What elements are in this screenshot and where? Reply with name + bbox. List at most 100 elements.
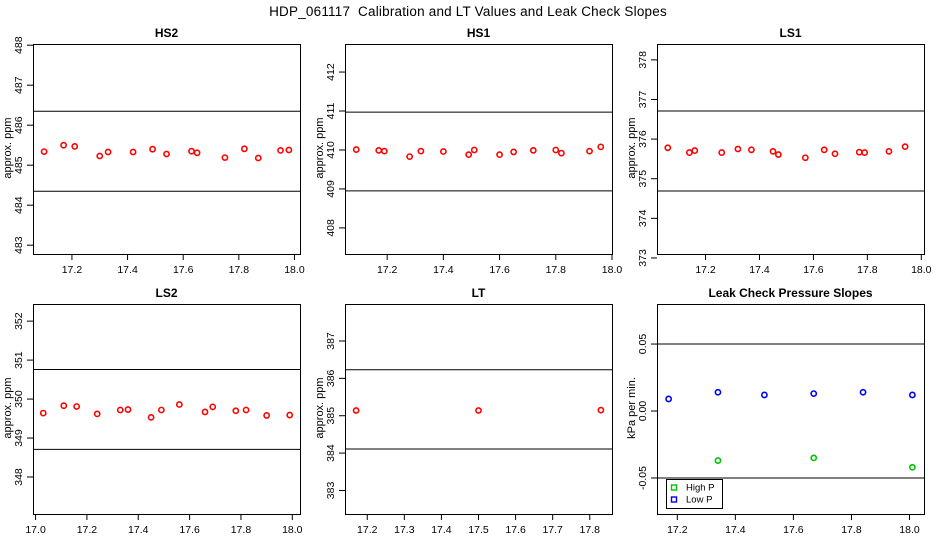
plot-box [345,44,613,255]
x-tick-label: 17.5 [468,524,489,536]
data-point-hs1-calibration [470,146,478,154]
data-point-hs2-calibration [71,142,79,150]
data-point-ls1-calibration [885,147,893,155]
panel-hs2: HS2 approx. ppm 17.2 17.4 17.6 17.8 18.0 483 4… [0,17,312,287]
y-tick-label: 386 [325,369,337,387]
data-point-ls2-calibration [39,409,47,417]
legend-label-high-p: High P [686,483,715,494]
data-point-hs2-calibration [104,148,112,156]
data-point-hs1-calibration [552,146,560,154]
x-tick-label: 17.2 [377,264,398,276]
data-point-hs1-calibration [406,153,414,160]
data-point-ls2-calibration [286,411,294,419]
panel-hs1: HS1 approx. ppm 17.2 17.4 17.6 17.8 18.0 408 4… [312,17,624,287]
legend-symbol-high-p [670,484,678,491]
data-point-hs2-calibration [254,154,262,162]
data-point-low-p [714,388,722,396]
panel-title-leak-check: Leak Check Pressure Slopes [708,286,873,300]
data-point-ls2-calibration [73,403,81,410]
x-tick-label: 17.8 [231,524,252,536]
x-tick-label: 17.4 [749,264,770,276]
y-tick-label: 486 [13,116,25,134]
x-tick-label: 17.6 [489,264,510,276]
panel-title-hs2: HS2 [154,26,179,40]
x-tick-label: 17.6 [783,524,804,536]
data-point-hs1-calibration [558,149,565,157]
plot-box [657,44,925,255]
y-tick-label: 349 [13,429,25,447]
data-point-hs2-calibration [240,145,248,153]
data-point-low-p [810,390,818,397]
ls1-plot: 17.2 17.4 17.6 17.8 18.0 373 374 375 376 377 378 [637,44,932,276]
data-point-ls1-calibration [801,154,809,162]
x-tick-label: 17.4 [128,524,149,536]
data-point-hs1-calibration [510,148,518,156]
x-tick-label: 17.6 [505,524,526,536]
data-point-high-p [714,457,722,464]
y-tick-label: 411 [325,102,337,119]
x-tick-label: 17.2 [357,524,378,536]
plot-box [33,304,301,515]
data-point-hs2-calibration [60,141,67,149]
data-point-ls2-calibration [209,403,217,411]
legend-symbol-low-p [670,496,678,503]
y-tick-label: 383 [325,482,337,500]
y-tick-label: 412 [325,63,337,81]
x-tick-label: 17.2 [77,524,98,536]
data-point-ls1-calibration [691,147,699,154]
x-tick-label: 17.4 [431,524,452,536]
data-point-lt-values [475,407,482,414]
data-point-hs1-calibration [417,147,425,155]
x-tick-label: 18.0 [899,524,920,536]
panel-leak-check: Leak Check Pressure Slopes kPa per min. … [624,277,936,540]
lt-plot: 17.2 17.3 17.4 17.5 17.6 17.7 17.8 383 384 385 386… [325,304,613,536]
data-point-ls2-calibration [60,402,68,410]
leak-check-plot: 17.2 17.4 17.6 17.8 18.0 -0.05 0.00 0.05 High PL… [637,304,925,536]
x-tick-label: 17.8 [580,524,601,536]
data-point-hs1-calibration [380,147,388,155]
y-tick-label: 485 [13,156,25,174]
x-tick-label: 17.8 [229,264,250,276]
data-point-low-p [665,395,673,403]
y-tick-label: 385 [325,407,337,425]
hs1-plot: 17.2 17.4 17.6 17.8 18.0 408 409 410 411 412 [325,44,622,276]
data-point-hs2-calibration [221,154,229,161]
data-point-hs1-calibration [597,143,605,151]
y-tick-label: 350 [13,390,25,408]
data-point-hs2-calibration [285,146,293,154]
x-tick-label: 17.6 [173,264,194,276]
data-point-hs1-calibration [529,146,537,154]
data-point-ls2-calibration [201,408,209,416]
x-tick-label: 17.3 [394,524,415,536]
panel-ls1: LS1 approx. ppm 17.2 17.4 17.6 17.8 18.0 373 3… [624,17,936,287]
data-point-high-p [810,454,818,462]
x-tick-label: 18.0 [284,264,305,276]
x-tick-label: 17.2 [667,524,688,536]
y-tick-label: 408 [325,219,337,237]
ls2-plot: 17.0 17.2 17.4 17.6 17.8 18.0 348 349 350 351 352 [13,304,303,536]
x-tick-label: 17.4 [117,264,138,276]
data-point-low-p [859,388,867,396]
data-point-ls2-calibration [116,406,124,414]
data-point-hs2-calibration [96,152,104,160]
data-point-hs2-calibration [40,148,48,155]
data-point-ls1-calibration [747,146,755,154]
data-point-ls1-calibration [820,146,828,154]
data-point-ls2-calibration [232,407,240,415]
data-point-hs1-calibration [352,146,360,153]
data-point-hs1-calibration [496,151,503,159]
data-point-hs2-calibration [149,145,156,153]
x-tick-label: 17.2 [695,264,716,276]
x-tick-label: 18.0 [282,524,303,536]
y-tick-label: 387 [325,332,337,350]
x-tick-label: 17.8 [546,264,567,276]
data-point-hs1-calibration [465,151,473,159]
data-point-hs2-calibration [188,147,195,155]
legend-label-low-p: Low P [686,495,712,506]
data-point-low-p [908,391,916,399]
y-tick-label: 377 [637,91,649,109]
panel-ls2: LS2 approx. ppm 17.0 17.2 17.4 17.6 17.8 18.0… [0,277,312,540]
data-point-hs2-calibration [193,149,201,157]
data-point-ls2-calibration [175,401,183,408]
plot-box [657,304,925,515]
